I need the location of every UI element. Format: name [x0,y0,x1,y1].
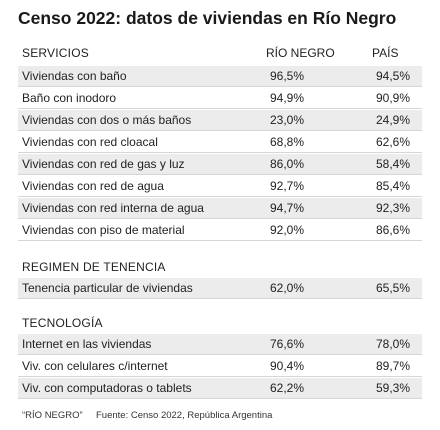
value-rio-negro: 92,0% [269,223,304,237]
value-rio-negro: 62,2% [269,381,304,395]
value-rio-negro: 92,7% [269,179,304,193]
table-row: Viviendas con red interna de agua 94,7% 92… [18,198,422,219]
value-rio-negro: 86,0% [269,157,304,171]
title: Censo 2022: datos de viviendas en Río Ne… [18,8,397,28]
row-label: Tenencia particular de viviendas [22,281,193,295]
section-title: TECNOLOGÍA [22,316,103,330]
value-rio-negro: 23,0% [269,113,304,127]
value-pais: 90,9% [375,91,410,105]
row-label: Baño con inodoro [22,91,117,105]
table-row: Viv. con celulares c/internet 90,4% 89,7% [18,356,422,377]
row-label: Viv. con computadoras o tablets [22,381,192,395]
table-row: Tenencia particular de viviendas 62,0% 65,… [18,278,422,299]
value-pais: 92,3% [375,201,410,215]
table-row: Viviendas con red de gas y luz 86,0% 58,4% [18,154,422,175]
row-label: Viviendas con piso de material [22,223,185,237]
value-pais: 78,0% [375,337,410,351]
value-pais: 59,3% [375,381,410,395]
value-rio-negro: 96,5% [269,69,304,83]
row-label: Viviendas con baño [22,69,127,83]
row-label: Viviendas con red de agua [22,179,164,193]
table-row: Viviendas con red de agua 92,7% 85,4% [18,176,422,197]
value-pais: 65,5% [375,281,410,295]
row-label: Viv. con celulares c/internet [22,359,168,373]
value-pais: 24,9% [375,113,410,127]
table-row: Baño con inodoro 94,9% 90,9% [18,88,422,109]
section-title: REGIMEN DE TENENCIA [22,260,166,274]
value-rio-negro: 90,4% [269,359,304,373]
row-label: Viviendas con red interna de agua [22,201,204,215]
row-label: Internet en las viviendas [22,337,152,351]
row-label: Viviendas con red cloacal [22,135,158,149]
value-pais: 62,6% [375,135,410,149]
value-pais: 89,7% [375,359,410,373]
table-row: Viviendas con piso de material 92,0% 86,6% [18,220,422,241]
table-row: Viviendas con dos o más baños 23,0% 24,9% [18,110,422,131]
value-rio-negro: 76,6% [269,337,304,351]
row-label: Viviendas con dos o más baños [22,113,192,127]
value-pais: 58,4% [375,157,410,171]
row-label: Viviendas con red de gas y luz [22,157,185,171]
table-row: Internet en las viviendas 76,6% 78,0% [18,334,422,355]
table-row: Viviendas con red cloacal 68,8% 62,6% [18,132,422,153]
section-title: SERVICIOS [22,46,89,60]
table-row: Viv. con computadoras o tablets 62,2% 59,3… [18,378,422,399]
value-pais: 86,6% [375,223,410,237]
column-header: RÍO NEGRO [266,46,335,60]
table-row: Viviendas con baño 96,5% 94,5% [18,66,422,87]
value-pais: 85,4% [375,179,410,193]
value-pais: 94,5% [375,69,410,83]
footer-source: Fuente: Censo 2022, República Argentina [96,410,273,421]
footer-note: “RÍO NEGRO” [22,410,83,421]
value-rio-negro: 94,9% [269,91,304,105]
value-rio-negro: 62,0% [269,281,304,295]
value-rio-negro: 94,7% [269,201,304,215]
column-header: PAÍS [372,46,399,60]
value-rio-negro: 68,8% [269,135,304,149]
